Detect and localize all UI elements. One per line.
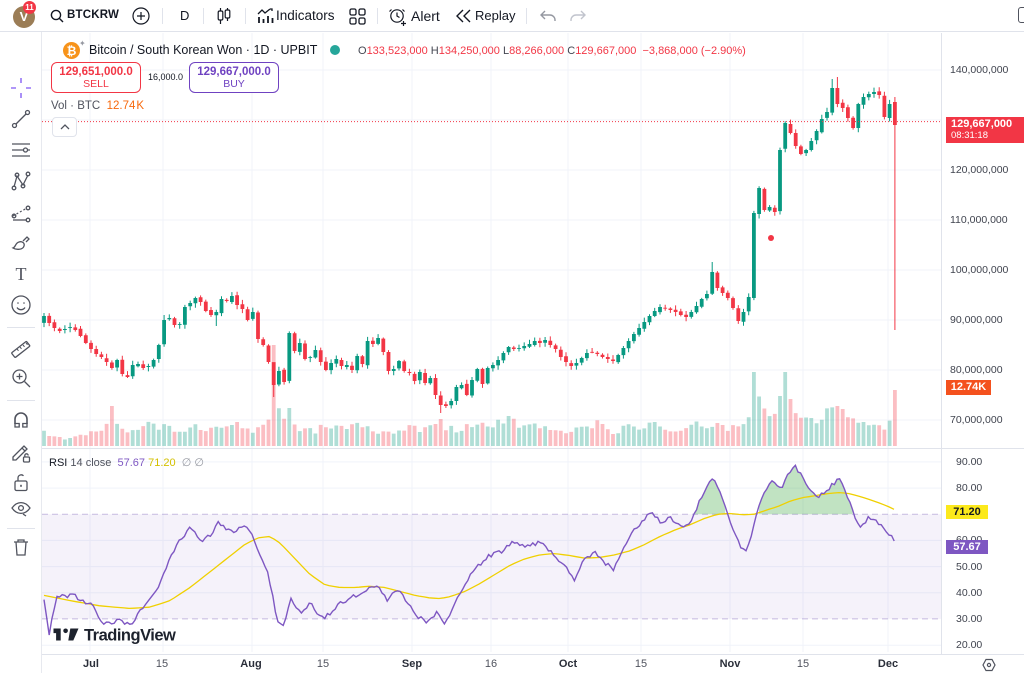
- svg-text:T: T: [16, 264, 27, 284]
- svg-text:TradingView: TradingView: [84, 627, 176, 645]
